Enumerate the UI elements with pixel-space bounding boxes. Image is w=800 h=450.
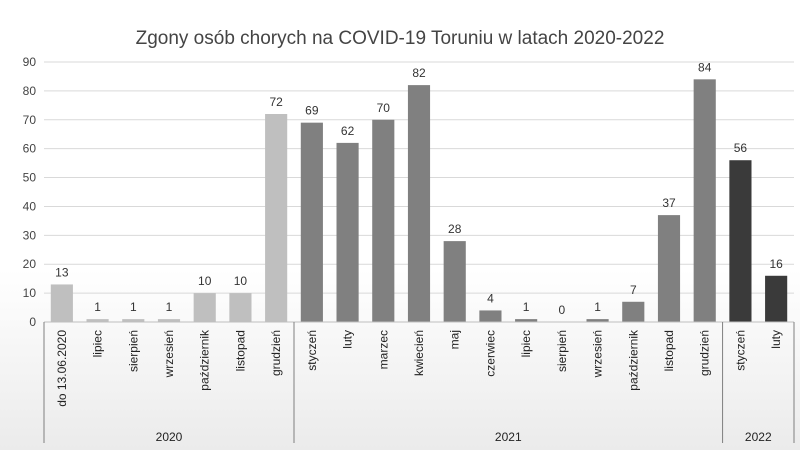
- y-tick-label: 0: [29, 315, 36, 329]
- x-tick-label: lipiec: [519, 330, 533, 357]
- bar: [586, 319, 609, 322]
- data-label: 1: [166, 300, 173, 314]
- group-label: 2021: [495, 430, 522, 444]
- bar: [265, 114, 288, 322]
- bar: [765, 275, 788, 322]
- x-tick-label: październik: [198, 329, 212, 391]
- bar: [50, 284, 73, 322]
- group-label: 2022: [745, 430, 772, 444]
- group-label: 2020: [156, 430, 183, 444]
- bar: [657, 215, 681, 322]
- data-label: 56: [734, 141, 748, 155]
- data-label: 62: [341, 124, 355, 138]
- bar: [122, 319, 145, 322]
- data-label: 84: [698, 60, 712, 74]
- x-tick-label: grudzień: [698, 330, 712, 376]
- bar: [479, 310, 502, 322]
- data-label: 10: [198, 274, 212, 288]
- y-tick-label: 80: [23, 84, 37, 98]
- bar: [157, 319, 181, 322]
- data-label: 70: [377, 101, 391, 115]
- data-label: 1: [594, 300, 601, 314]
- x-tick-label: maj: [448, 330, 462, 349]
- bar: [729, 160, 752, 322]
- data-label: 72: [269, 95, 283, 109]
- x-tick-label: sierpień: [555, 330, 569, 372]
- data-label: 1: [94, 300, 101, 314]
- data-label: 16: [769, 257, 783, 271]
- x-tick-label: kwiecień: [412, 330, 426, 376]
- x-tick-label: marzec: [376, 330, 390, 369]
- data-label: 0: [559, 303, 566, 317]
- y-tick-label: 10: [23, 286, 37, 300]
- x-tick-label: lipiec: [91, 330, 105, 357]
- chart-title: Zgony osób chorych na COVID-19 Toruniu w…: [136, 28, 665, 49]
- data-label: 10: [234, 274, 248, 288]
- bar: [229, 293, 252, 322]
- y-tick-label: 50: [23, 171, 37, 185]
- x-tick-label: luty: [341, 330, 355, 349]
- x-axis: do 13.06.2020 lipiec sierpień wrzesień paźdz…: [43, 321, 795, 444]
- x-tick-label: luty: [769, 330, 783, 349]
- x-tick-label: listopad: [662, 330, 676, 371]
- bar: [693, 79, 716, 322]
- data-label: 7: [630, 283, 637, 297]
- x-tick-label: styczeń: [305, 330, 319, 371]
- data-label: 37: [662, 196, 676, 210]
- x-tick-label: wrzesień: [591, 330, 605, 378]
- bar: [86, 319, 109, 322]
- bar: [622, 301, 645, 322]
- y-tick-label: 90: [23, 55, 37, 69]
- bar: [300, 122, 323, 323]
- data-label: 28: [448, 222, 462, 236]
- y-axis: 0 10 20 30 40 50 60 70 80 90: [23, 55, 37, 329]
- data-label: 1: [523, 300, 530, 314]
- bar: [515, 319, 538, 322]
- x-tick-label: czerwiec: [483, 330, 497, 377]
- data-label: 69: [305, 104, 319, 118]
- data-label: 13: [55, 265, 69, 279]
- bar: [193, 293, 216, 322]
- x-tick-label: grudzień: [269, 330, 283, 376]
- y-tick-label: 30: [23, 228, 37, 242]
- bar: [407, 85, 431, 322]
- y-tick-label: 40: [23, 199, 37, 213]
- x-tick-label: listopad: [233, 330, 247, 371]
- bar: [336, 142, 359, 322]
- x-tick-label: do 13.06.2020: [55, 330, 69, 407]
- x-tick-label: wrzesień: [162, 330, 176, 378]
- bar: [372, 119, 395, 323]
- x-tick-label: październik: [626, 329, 640, 391]
- x-tick-label: sierpień: [126, 330, 140, 372]
- y-tick-label: 60: [23, 142, 37, 156]
- bar: [443, 241, 466, 322]
- data-label: 82: [412, 66, 426, 80]
- data-label: 4: [487, 291, 494, 305]
- data-label: 1: [130, 300, 137, 314]
- y-tick-label: 20: [23, 257, 37, 271]
- y-tick-label: 70: [23, 113, 37, 127]
- x-tick-label: styczeń: [733, 330, 747, 371]
